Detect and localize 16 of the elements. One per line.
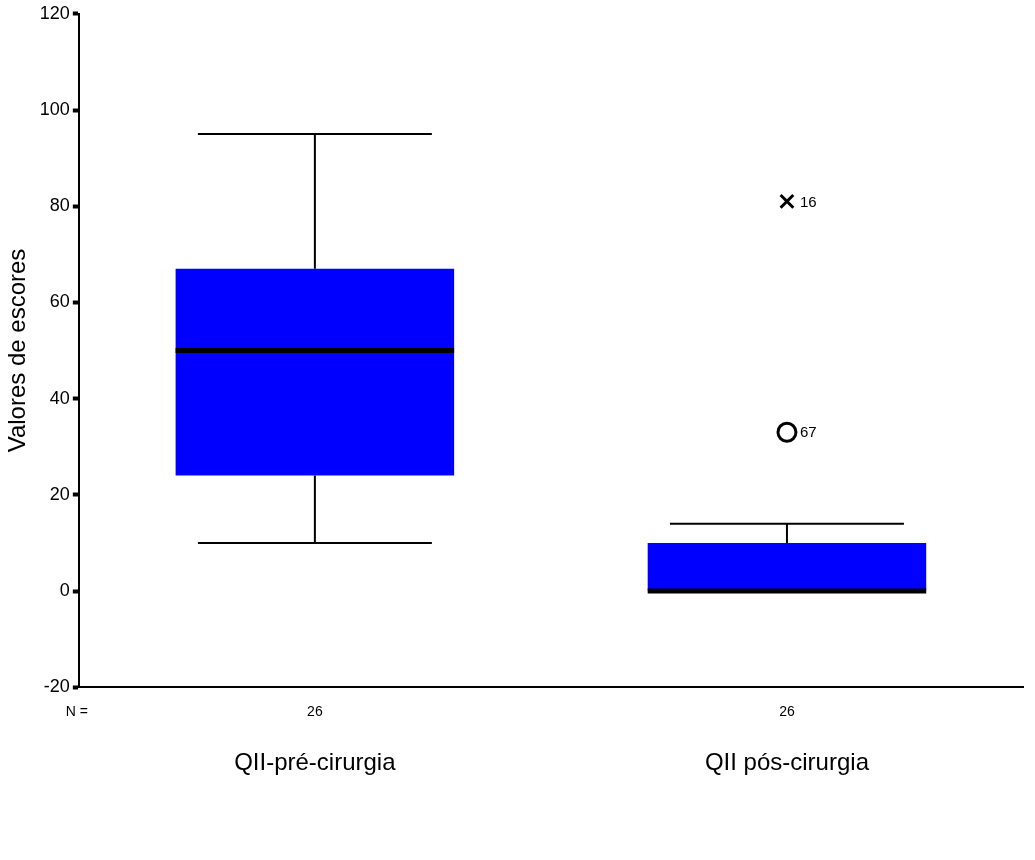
text: N = <box>65 703 88 720</box>
y-tick-label: 20 <box>49 483 70 504</box>
x-tick-label: QII pós-cirurgia <box>704 748 870 776</box>
text: 26 <box>307 703 323 720</box>
y-tick-label: 100 <box>39 98 70 119</box>
x-tick-label: QII-pré-cirurgia <box>234 748 397 776</box>
annotation: 67 <box>799 423 817 441</box>
y-tick-label: 60 <box>49 291 70 312</box>
text: 26 <box>779 703 795 720</box>
y-tick-label: 40 <box>49 387 70 408</box>
annotation: 16 <box>799 192 817 210</box>
y-tick-label: 80 <box>49 195 70 216</box>
y-axis-title: Valores de escores <box>3 248 31 453</box>
y-tick-label: 0 <box>59 579 70 600</box>
y-tick-label: 120 <box>39 2 70 23</box>
y-tick-label: -20 <box>43 676 70 697</box>
